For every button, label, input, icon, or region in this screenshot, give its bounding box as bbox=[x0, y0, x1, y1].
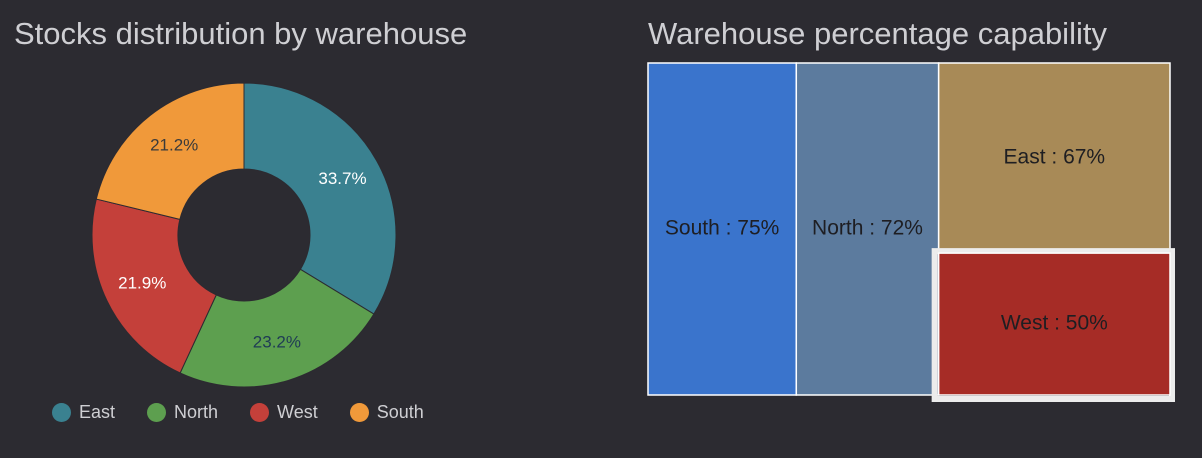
treemap-cell-north[interactable] bbox=[795, 62, 940, 396]
legend-item-north[interactable]: North bbox=[147, 402, 218, 423]
legend-label-west: West bbox=[277, 402, 318, 422]
treemap-label-west: West : 50% bbox=[1001, 312, 1108, 335]
donut-slice-label-west: 21.9% bbox=[118, 274, 166, 293]
legend-label-south: South bbox=[376, 402, 424, 422]
treemap-label-east: East : 67% bbox=[1004, 146, 1106, 169]
treemap-panel: Warehouse percentage capability South : … bbox=[600, 0, 1202, 458]
donut-slice-north[interactable] bbox=[179, 268, 375, 388]
treemap-cell-south[interactable] bbox=[647, 62, 798, 396]
treemap-label-north: North : 72% bbox=[812, 217, 923, 240]
legend-item-east[interactable]: East bbox=[52, 402, 115, 423]
legend-item-south[interactable]: South bbox=[349, 402, 424, 423]
legend-swatch-south bbox=[349, 403, 369, 422]
donut-chart: 33.7% 23.2% 21.9% 21.2% bbox=[91, 82, 397, 388]
legend-swatch-west bbox=[250, 403, 270, 422]
legend-swatch-north bbox=[147, 403, 167, 422]
donut-chart-title: Stocks distribution by warehouse bbox=[14, 16, 468, 51]
donut-slice-south[interactable] bbox=[95, 82, 245, 220]
treemap-cell-west[interactable] bbox=[937, 252, 1171, 396]
legend-swatch-east bbox=[52, 403, 71, 422]
legend-label-north: North bbox=[174, 402, 219, 422]
donut-slice-label-south: 21.2% bbox=[150, 136, 198, 155]
legend-label-east: East bbox=[79, 402, 116, 422]
treemap-chart: South : 75% North : 72% East : 67% West : 5… bbox=[647, 62, 1175, 402]
donut-legend: East North West South bbox=[52, 402, 456, 423]
treemap-title: Warehouse percentage capability bbox=[648, 16, 1107, 51]
donut-slice-label-north: 23.2% bbox=[253, 333, 301, 352]
treemap-highlight-west bbox=[931, 248, 1175, 402]
treemap-cell-east[interactable] bbox=[937, 62, 1171, 254]
donut-slice-label-east: 33.7% bbox=[318, 169, 366, 188]
donut-slice-west[interactable] bbox=[91, 198, 217, 374]
donut-slice-east[interactable] bbox=[243, 82, 397, 315]
treemap-label-south: South : 75% bbox=[665, 217, 779, 240]
legend-item-west[interactable]: West bbox=[250, 402, 318, 423]
donut-chart-panel: Stocks distribution by warehouse 33.7% 23… bbox=[0, 0, 600, 458]
